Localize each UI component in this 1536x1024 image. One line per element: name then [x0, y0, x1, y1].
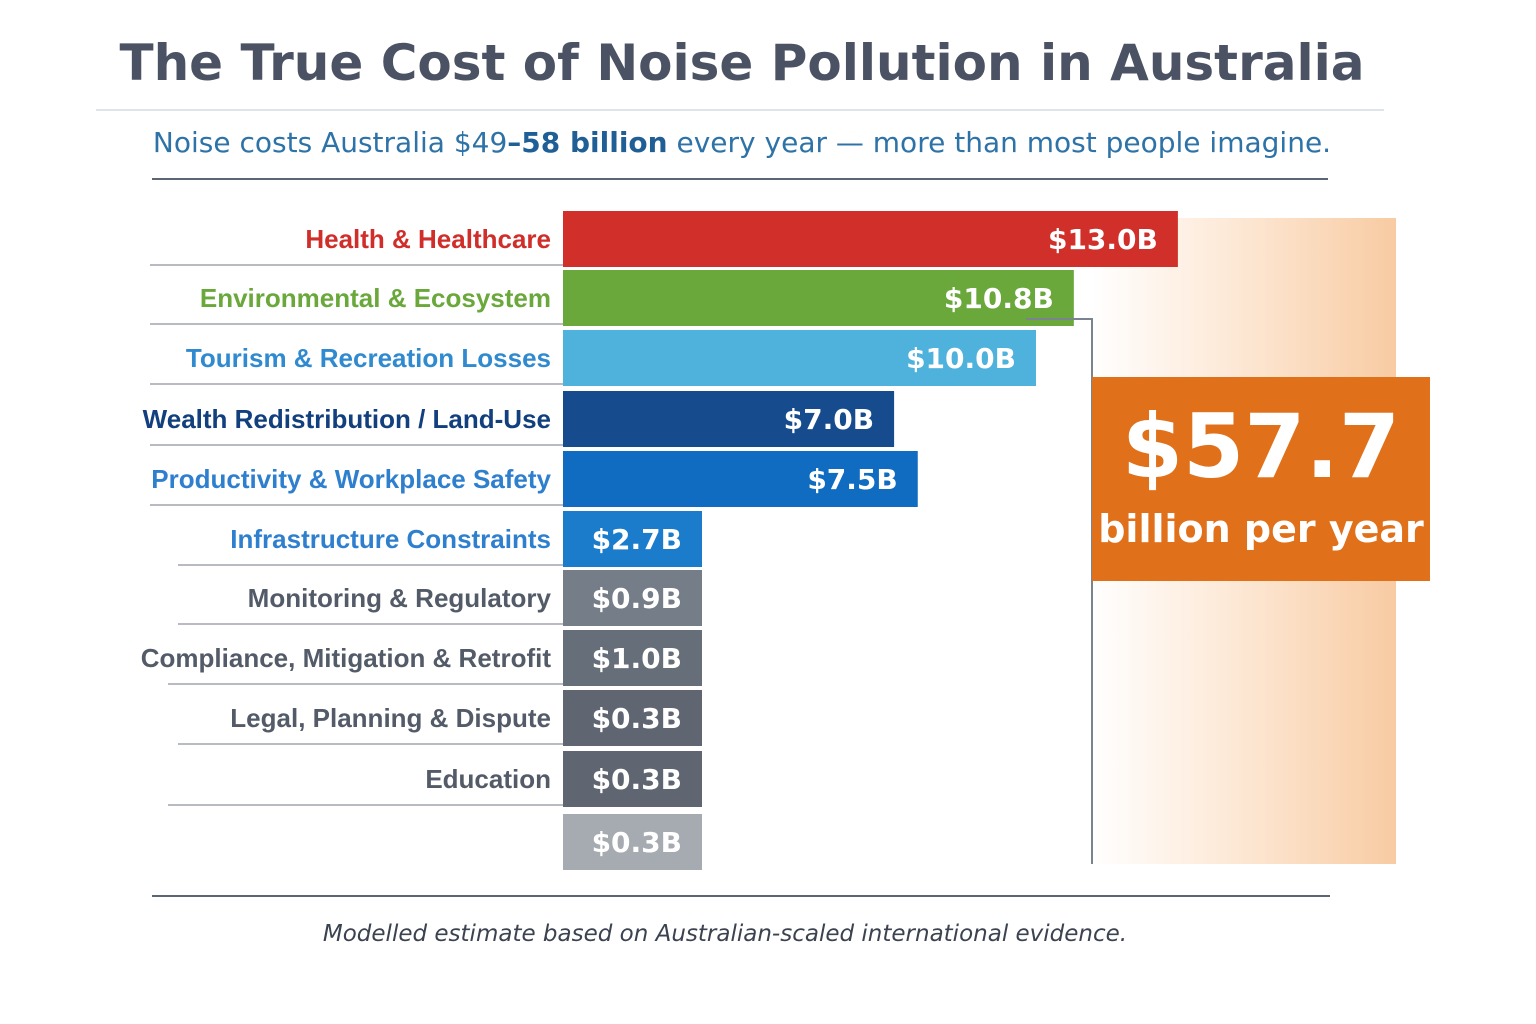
- category-label: Compliance, Mitigation & Retrofit: [141, 643, 552, 673]
- bar-value-label: $13.0B: [1048, 223, 1158, 256]
- bar: [563, 630, 702, 686]
- bar: [563, 211, 1178, 267]
- footer-divider: [152, 895, 1330, 897]
- bar-value-label: $0.9B: [592, 582, 682, 615]
- total-callout: $57.7 billion per year: [1092, 377, 1430, 581]
- bar: [563, 751, 702, 807]
- footnote: Modelled estimate based on Australian-sc…: [322, 921, 1128, 947]
- bar: [563, 391, 895, 447]
- bar-value-label: $0.3B: [592, 763, 682, 796]
- category-label: Education: [425, 764, 551, 794]
- bar-value-label: $2.7B: [592, 523, 682, 556]
- total-label: billion per year: [1098, 507, 1424, 551]
- bar-value-label: $7.0B: [784, 403, 874, 436]
- category-label: Legal, Planning & Dispute: [230, 703, 551, 733]
- bar-value-label: $7.5B: [807, 463, 897, 496]
- subtitle-text-bold: –58 billion: [507, 126, 668, 159]
- subtitle-text-end: every year — more than most people imagi…: [667, 126, 1332, 159]
- subtitle-divider: [152, 178, 1328, 180]
- bar: [563, 690, 702, 746]
- chart-subtitle: Noise costs Australia $49–58 billion eve…: [152, 126, 1332, 159]
- bar-value-label: $10.0B: [906, 342, 1016, 375]
- total-value: $57.7: [1121, 395, 1401, 498]
- connector-line-vertical: [1091, 318, 1093, 864]
- bar: [563, 814, 702, 870]
- category-label: Tourism & Recreation Losses: [186, 343, 551, 373]
- bar-value-label: $10.8B: [944, 282, 1054, 315]
- chart-title: The True Cost of Noise Pollution in Aust…: [119, 34, 1365, 92]
- subtitle-text-start: Noise costs Australia $49: [152, 126, 508, 159]
- bar: [563, 570, 702, 626]
- category-label: Monitoring & Regulatory: [248, 583, 552, 613]
- bar-value-label: $0.3B: [592, 826, 682, 859]
- bar: [563, 511, 702, 567]
- connector-line-horizontal: [1026, 318, 1092, 320]
- bar: [563, 330, 1036, 386]
- bar-value-label: $1.0B: [592, 642, 682, 675]
- category-label: Infrastructure Constraints: [230, 524, 551, 554]
- category-label: Health & Healthcare: [305, 224, 551, 254]
- category-label: Wealth Redistribution / Land-Use: [143, 404, 551, 434]
- category-label: Environmental & Ecosystem: [200, 283, 551, 313]
- category-label: Productivity & Workplace Safety: [151, 464, 551, 494]
- title-divider: [96, 109, 1384, 111]
- bar-value-label: $0.3B: [592, 702, 682, 735]
- bar: [563, 270, 1074, 326]
- bar: [563, 451, 918, 507]
